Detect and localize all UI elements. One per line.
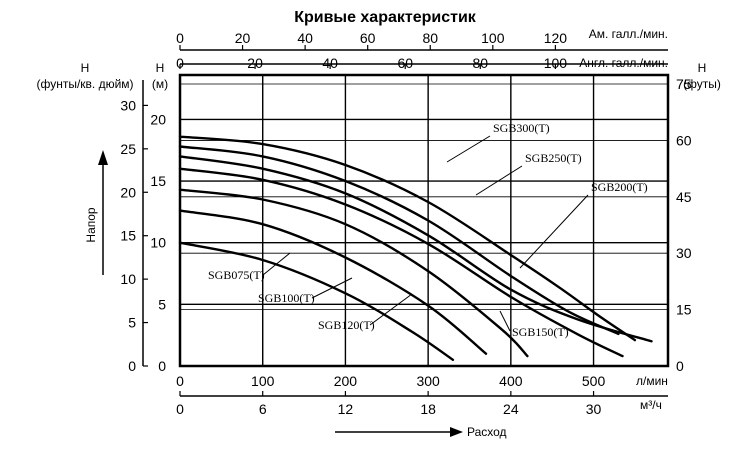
igpm-tick-label: 20	[247, 55, 263, 71]
psi-tick-label: 5	[128, 315, 136, 331]
usgpm-tick-label: 0	[176, 30, 184, 46]
usgpm-tick-label: 60	[360, 30, 376, 46]
ft-unit-label-line2: (футы)	[683, 77, 721, 91]
igpm-tick-label: 100	[544, 55, 568, 71]
ft-tick-label: 60	[676, 132, 692, 148]
m-tick-label: 5	[158, 296, 166, 312]
lpm-tick-label: 400	[499, 373, 523, 389]
lpm-tick-label: 100	[251, 373, 275, 389]
series-label-sgb075-t: SGB075(T)	[208, 268, 265, 282]
x-axis-label: Расход	[467, 425, 507, 439]
m3h-tick-label: 12	[338, 401, 354, 417]
chart-title: Кривые характеристик	[294, 9, 477, 26]
ft-tick-label: 0	[676, 358, 684, 374]
series-labels: SGB300(T) SGB250(T) SGB200(T) SGB150(T) SGB1…	[208, 121, 648, 339]
label-leader-sgb300-t	[446, 135, 491, 163]
curve-sgb120-t	[178, 188, 529, 358]
usgpm-tick-label: 120	[544, 30, 568, 46]
lpm-tick-label: 200	[334, 373, 358, 389]
y-axis-label: Напор	[84, 207, 98, 243]
lpm-tick-label: 500	[582, 373, 606, 389]
usgpm-tick-label: 100	[481, 30, 505, 46]
ft-unit-label-line1: Н	[698, 61, 707, 75]
label-leader-sgb120-t	[369, 293, 413, 326]
y-arrow-head	[98, 150, 108, 165]
m-tick-label: 20	[150, 111, 166, 127]
psi-tick-label: 30	[120, 97, 136, 113]
label-leader-sgb100-t	[311, 277, 353, 299]
grid	[180, 75, 668, 366]
plot-frame	[178, 73, 670, 368]
m-tick-label: 15	[150, 173, 166, 189]
igpm-tick-label: 80	[473, 55, 489, 71]
curve-sgb200-t	[178, 155, 653, 343]
series-label-sgb200-t: SGB200(T)	[591, 180, 648, 194]
curve-sgb075-t	[178, 241, 455, 361]
y-axis-caption: Напор	[84, 150, 108, 275]
x-arrow-head	[450, 427, 463, 437]
curve-sgb300-t	[178, 135, 637, 342]
psi-tick-label: 10	[120, 271, 136, 287]
igpm-unit-label: Англ. галл./мин.	[579, 56, 668, 70]
label-leader-sgb150-t	[499, 310, 511, 332]
m3h-unit-label: м³/ч	[640, 398, 662, 412]
lpm-tick-label: 0	[176, 373, 184, 389]
usgpm-unit-label: Ам. галл./мин.	[589, 27, 668, 41]
usgpm-tick-label: 80	[422, 30, 438, 46]
igpm-tick-label: 40	[322, 55, 338, 71]
usgpm-tick-label: 20	[235, 30, 251, 46]
label-leader-sgb250-t	[475, 165, 523, 196]
m-unit-label-line2: (м)	[152, 77, 168, 91]
curve-sgb100-t	[178, 209, 488, 355]
m3h-tick-label: 30	[586, 401, 602, 417]
m-tick-label: 0	[158, 358, 166, 374]
psi-tick-label: 25	[120, 141, 136, 157]
lpm-unit-label: л/мин	[636, 374, 668, 388]
m-unit-label-line1: Н	[156, 61, 165, 75]
ft-tick-label: 45	[676, 189, 692, 205]
x-axis-caption: Расход	[335, 425, 507, 439]
tick-labels: 0 20 40 60 80 100 120 Ам. галл./мин.0 20 40 60 80 10…	[36, 27, 720, 417]
m3h-tick-label: 18	[420, 401, 436, 417]
series-curves	[178, 135, 653, 361]
psi-tick-label: 15	[120, 228, 136, 244]
psi-tick-label: 20	[120, 184, 136, 200]
psi-unit-label-line1: Н	[81, 61, 90, 75]
series-label-sgb300-t: SGB300(T)	[493, 121, 550, 135]
ft-tick-label: 15	[676, 302, 692, 318]
label-leader-sgb200-t	[519, 194, 589, 269]
igpm-tick-label: 0	[176, 55, 184, 71]
series-label-sgb250-t: SGB250(T)	[525, 151, 582, 165]
curve-sgb250-t	[178, 145, 620, 336]
m3h-tick-label: 6	[259, 401, 267, 417]
label-leader-sgb075-t	[262, 252, 291, 276]
igpm-tick-label: 60	[397, 55, 413, 71]
lpm-tick-label: 300	[416, 373, 440, 389]
psi-tick-label: 0	[128, 358, 136, 374]
curve-sgb150-t	[178, 167, 624, 358]
m3h-tick-label: 24	[503, 401, 519, 417]
ft-tick-label: 75	[676, 76, 692, 92]
usgpm-tick-label: 40	[297, 30, 313, 46]
ft-tick-label: 30	[676, 245, 692, 261]
m-tick-label: 10	[150, 235, 166, 251]
series-label-sgb100-t: SGB100(T)	[258, 291, 315, 305]
m3h-tick-label: 0	[176, 401, 184, 417]
series-label-sgb150-t: SGB150(T)	[512, 325, 569, 339]
series-label-sgb120-t: SGB120(T)	[318, 318, 375, 332]
psi-unit-label-line2: (фунты/кв. дюйм)	[36, 77, 133, 91]
axes	[142, 45, 670, 397]
